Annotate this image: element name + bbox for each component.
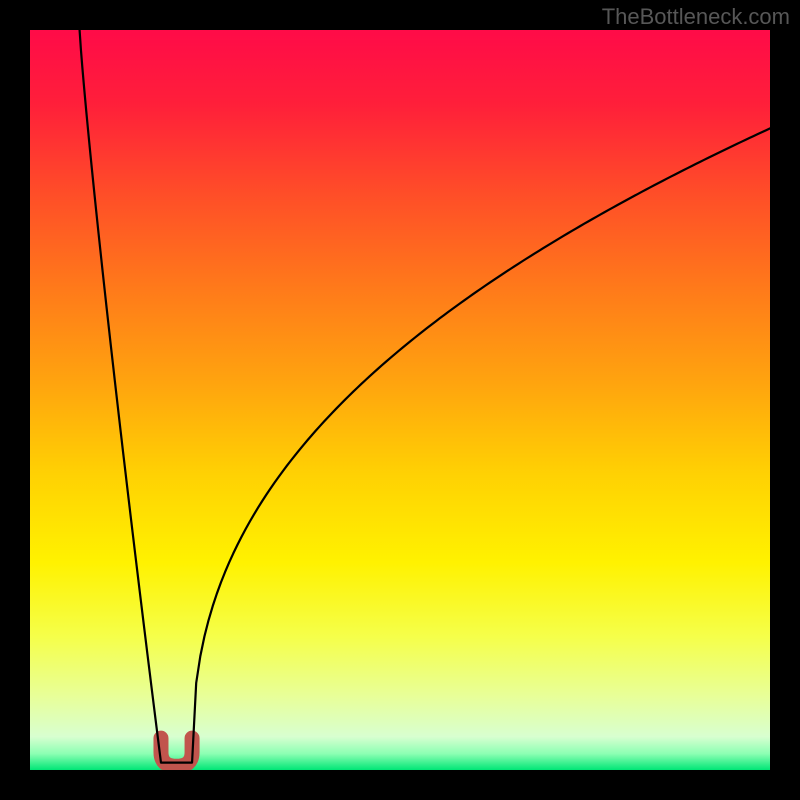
bottleneck-chart xyxy=(0,0,800,800)
watermark-label: TheBottleneck.com xyxy=(602,4,790,30)
plot-area xyxy=(30,30,770,770)
gradient-background xyxy=(30,30,770,770)
stage: TheBottleneck.com xyxy=(0,0,800,800)
